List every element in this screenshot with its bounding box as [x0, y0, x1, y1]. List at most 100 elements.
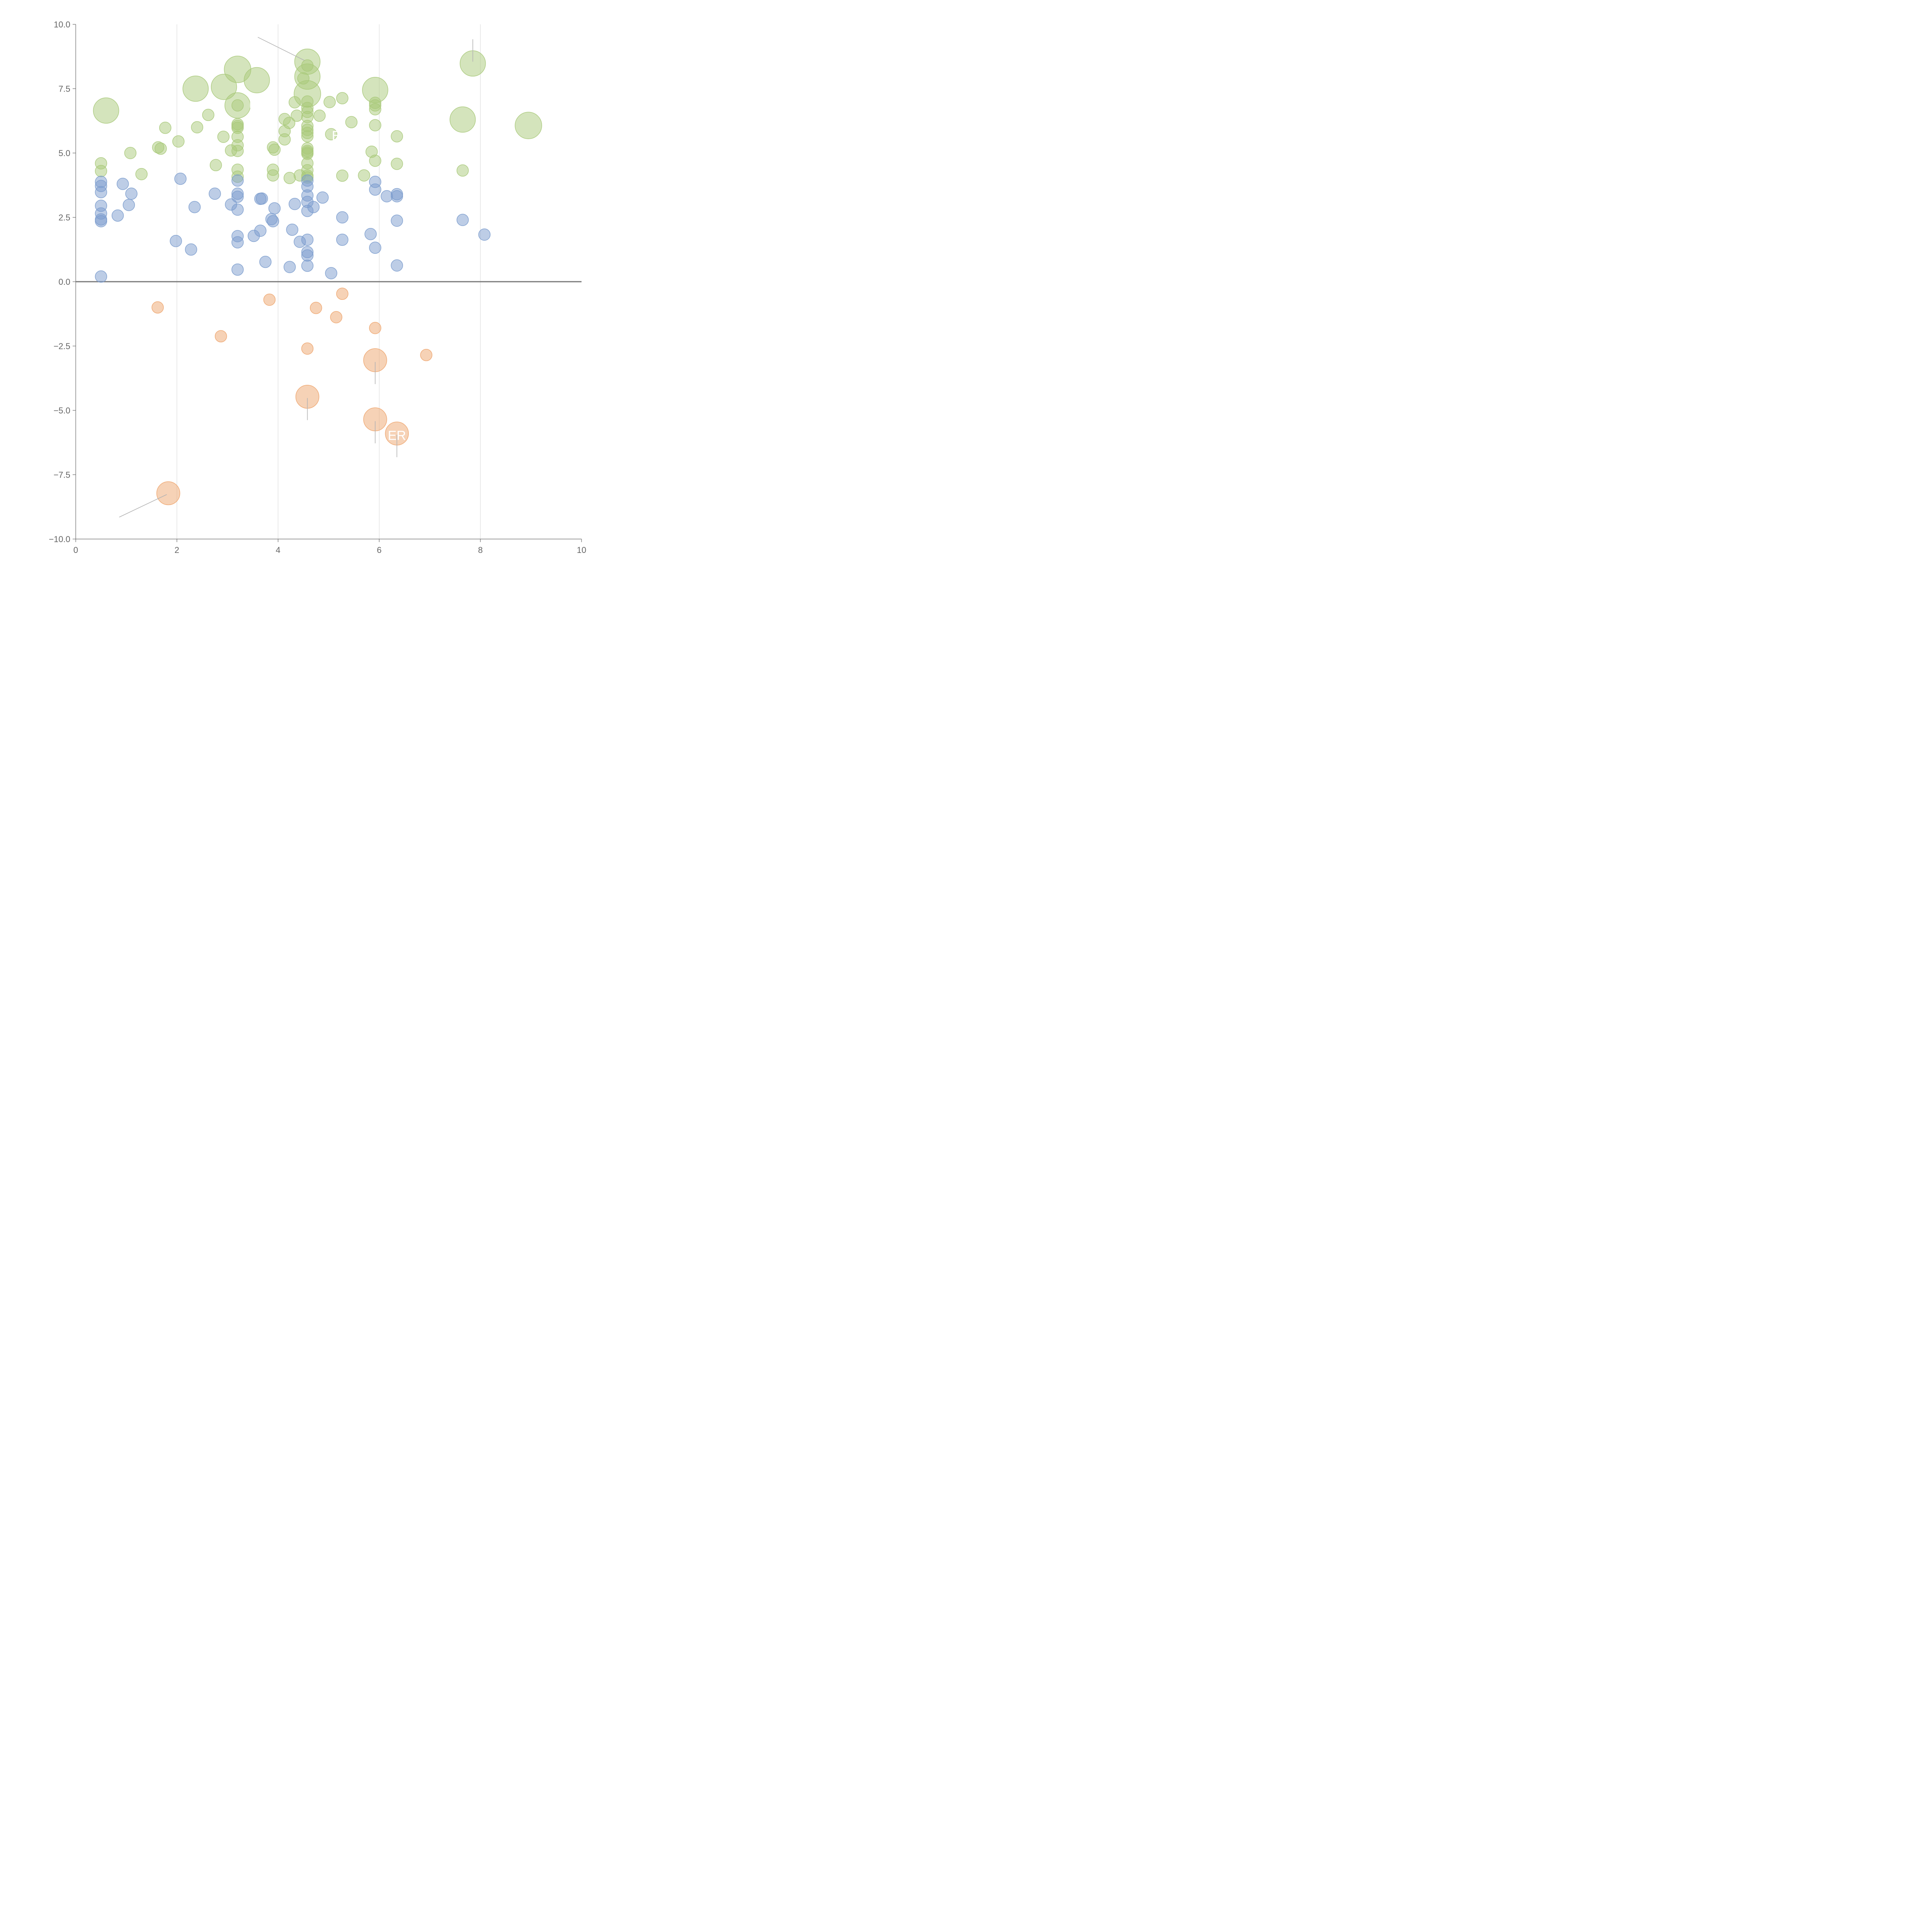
bubble-point — [358, 169, 370, 182]
bubble-point — [310, 302, 322, 314]
leader-lines — [119, 37, 473, 518]
bubble-point — [125, 187, 138, 200]
bubble-point — [391, 214, 403, 227]
bubble-point — [316, 191, 329, 204]
bubble-point — [289, 96, 301, 109]
bubble-point — [202, 109, 214, 121]
bubble-point — [182, 75, 209, 102]
bubble-point — [254, 224, 267, 237]
bubble-point — [111, 209, 124, 222]
bubble-point — [156, 481, 180, 505]
y-tick-label: −10.0 — [49, 534, 70, 544]
x-tick-label: 8 — [478, 545, 483, 555]
x-tick-label: 2 — [175, 545, 179, 555]
bubble-point — [268, 143, 281, 156]
x-tick-label: 6 — [377, 545, 381, 555]
y-tick-label: 2.5 — [58, 213, 70, 223]
bubble-point — [449, 106, 476, 133]
tick-labels: 0 2 4 6 8 10 −10.0 −7.5 −5.0 −2.5 0.0 2.5 5.0 7.5 10.0 — [49, 20, 586, 555]
bubble-point — [278, 133, 291, 146]
bubble-point — [267, 169, 279, 182]
bubble-point — [191, 121, 203, 134]
bubble-point — [369, 103, 381, 116]
bubble-point — [369, 183, 381, 196]
bubble-point — [263, 293, 276, 306]
bubble-point — [159, 121, 172, 134]
bubble-point — [313, 109, 326, 122]
bubble-point — [135, 168, 148, 180]
bubble-point — [364, 228, 377, 240]
x-tick-label: 4 — [276, 545, 280, 555]
bubble-point — [297, 72, 310, 85]
bubble-point — [283, 172, 296, 184]
bubble-point — [325, 267, 337, 279]
bubble-point — [289, 198, 301, 210]
bubble-point — [391, 130, 403, 143]
bubble-point — [336, 233, 349, 246]
bubble-chart: E H ER 0 2 4 6 8 10 −10.0 −7.5 −5.0 −2.5 0.0 2.5 5.0 7.… — [49, 20, 586, 555]
bubble-point — [301, 59, 314, 72]
bubble-point — [243, 67, 270, 94]
bubble-point — [172, 135, 185, 148]
bubble-point — [267, 215, 279, 228]
bubble-point — [301, 249, 314, 262]
bubble-point — [286, 223, 299, 236]
bubble-point — [420, 349, 432, 361]
bubble-point — [214, 330, 227, 342]
bubble-point — [369, 242, 381, 254]
y-tick-label: 0.0 — [58, 277, 70, 287]
bubble-point — [231, 145, 244, 157]
bubble-point — [231, 174, 244, 187]
bubble-point — [325, 128, 337, 141]
y-tick-label: −7.5 — [54, 470, 70, 480]
bubble-point — [369, 322, 381, 334]
bubble-point — [255, 192, 268, 205]
bubble-point — [209, 187, 221, 200]
bubble-point — [323, 96, 336, 108]
bubble-labels: E H ER — [249, 96, 406, 443]
x-tick-label: 10 — [577, 545, 586, 555]
axes — [73, 24, 582, 542]
bubble-point — [124, 147, 137, 159]
bubble-point — [95, 215, 107, 228]
bubble-point — [209, 159, 222, 172]
bubble-point — [231, 236, 244, 248]
bubble-point — [336, 92, 349, 104]
leader-line — [119, 494, 167, 518]
y-tick-label: −2.5 — [54, 342, 70, 351]
bubble-point — [336, 287, 349, 300]
y-tick-label: 7.5 — [58, 84, 70, 94]
bubble-point — [259, 255, 272, 268]
bubble-label: ER — [388, 429, 406, 443]
bubble-label: H — [249, 96, 259, 111]
bubble-point — [231, 263, 244, 276]
bubble-point — [369, 119, 381, 131]
bubble-point — [456, 164, 469, 177]
y-tick-label: 5.0 — [58, 148, 70, 158]
bubble-point — [369, 155, 381, 167]
bubble-point — [301, 259, 314, 272]
bubble-point — [291, 109, 303, 122]
bubble-point — [95, 165, 107, 177]
bubble-point — [188, 201, 201, 213]
bubble-point — [391, 158, 403, 170]
bubble-point — [268, 202, 281, 214]
bubble-point — [391, 259, 403, 272]
bubble-point — [345, 116, 358, 128]
bubble-point — [283, 261, 296, 273]
bubble-point — [174, 172, 187, 185]
bubble-point — [336, 211, 349, 224]
bubble-point — [217, 131, 230, 143]
bubble-point — [456, 214, 469, 226]
bubble-point — [170, 235, 182, 247]
bubble-point — [336, 169, 349, 182]
bubble-point — [185, 243, 197, 256]
bubble-point — [122, 199, 135, 211]
bubble-point — [231, 203, 244, 216]
bubble-label: E — [332, 129, 341, 143]
bubble-point — [391, 190, 403, 202]
bubbles — [93, 48, 542, 505]
y-tick-label: −5.0 — [54, 406, 70, 415]
bubble-point — [116, 178, 129, 190]
bubble-point — [301, 342, 314, 355]
